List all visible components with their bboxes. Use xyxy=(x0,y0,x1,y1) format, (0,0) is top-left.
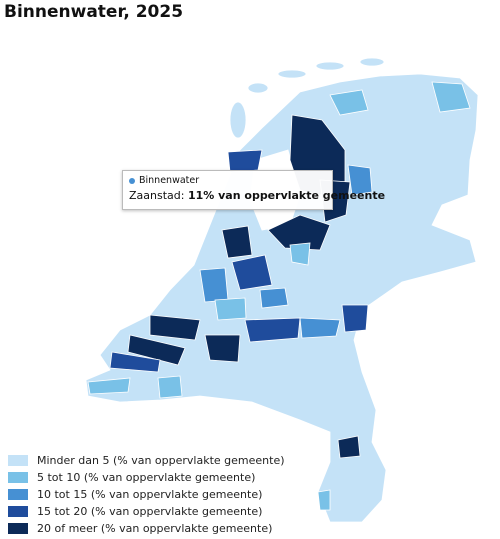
legend: Minder dan 5 (% van oppervlakte gemeente… xyxy=(8,452,285,537)
municipality xyxy=(289,242,311,266)
island xyxy=(247,82,269,94)
tooltip-dot xyxy=(129,177,135,184)
legend-label: 20 of meer (% van oppervlakte gemeente) xyxy=(37,522,273,535)
municipality xyxy=(329,89,369,116)
legend-item: 20 of meer (% van oppervlakte gemeente) xyxy=(8,520,285,537)
municipality xyxy=(149,314,201,341)
municipality xyxy=(204,334,241,363)
municipality xyxy=(431,81,471,113)
legend-item: 10 tot 15 (% van oppervlakte gemeente) xyxy=(8,486,285,503)
municipality xyxy=(127,334,186,366)
island xyxy=(359,57,385,67)
legend-swatch xyxy=(8,472,28,483)
municipality xyxy=(347,164,373,196)
title: Binnenwater, 2025 xyxy=(4,2,184,22)
municipality xyxy=(317,489,331,511)
tooltip-region: Zaanstad: xyxy=(129,189,185,202)
island xyxy=(315,61,345,71)
municipality xyxy=(227,149,263,173)
municipality xyxy=(214,297,247,321)
tooltip-series: Binnenwater xyxy=(139,175,200,186)
legend-item: Minder dan 5 (% van oppervlakte gemeente… xyxy=(8,452,285,469)
legend-swatch xyxy=(8,523,28,534)
legend-item: 15 tot 20 (% van oppervlakte gemeente) xyxy=(8,503,285,520)
legend-swatch xyxy=(8,506,28,517)
municipality xyxy=(221,225,253,259)
municipality xyxy=(244,317,301,343)
municipality xyxy=(259,287,289,309)
tooltip: Binnenwater Zaanstad: 11% van oppervlakt… xyxy=(122,170,385,210)
municipality xyxy=(337,435,361,459)
municipality xyxy=(231,254,273,291)
municipality xyxy=(87,377,131,395)
legend-swatch xyxy=(8,489,28,500)
tooltip-value: 11% van oppervlakte gemeente xyxy=(187,189,386,202)
island xyxy=(277,69,307,79)
municipality xyxy=(341,304,369,333)
legend-label: 15 tot 20 (% van oppervlakte gemeente) xyxy=(37,505,263,518)
legend-item: 5 tot 10 (% van oppervlakte gemeente) xyxy=(8,469,285,486)
legend-label: 10 tot 15 (% van oppervlakte gemeente) xyxy=(37,488,263,501)
island xyxy=(229,101,247,139)
legend-label: 5 tot 10 (% van oppervlakte gemeente) xyxy=(37,471,256,484)
legend-swatch xyxy=(8,455,28,466)
municipality xyxy=(299,317,341,339)
municipality xyxy=(109,351,161,373)
legend-label: Minder dan 5 (% van oppervlakte gemeente… xyxy=(37,454,285,467)
municipality xyxy=(267,214,331,251)
municipality xyxy=(157,375,183,399)
municipality xyxy=(199,267,229,303)
